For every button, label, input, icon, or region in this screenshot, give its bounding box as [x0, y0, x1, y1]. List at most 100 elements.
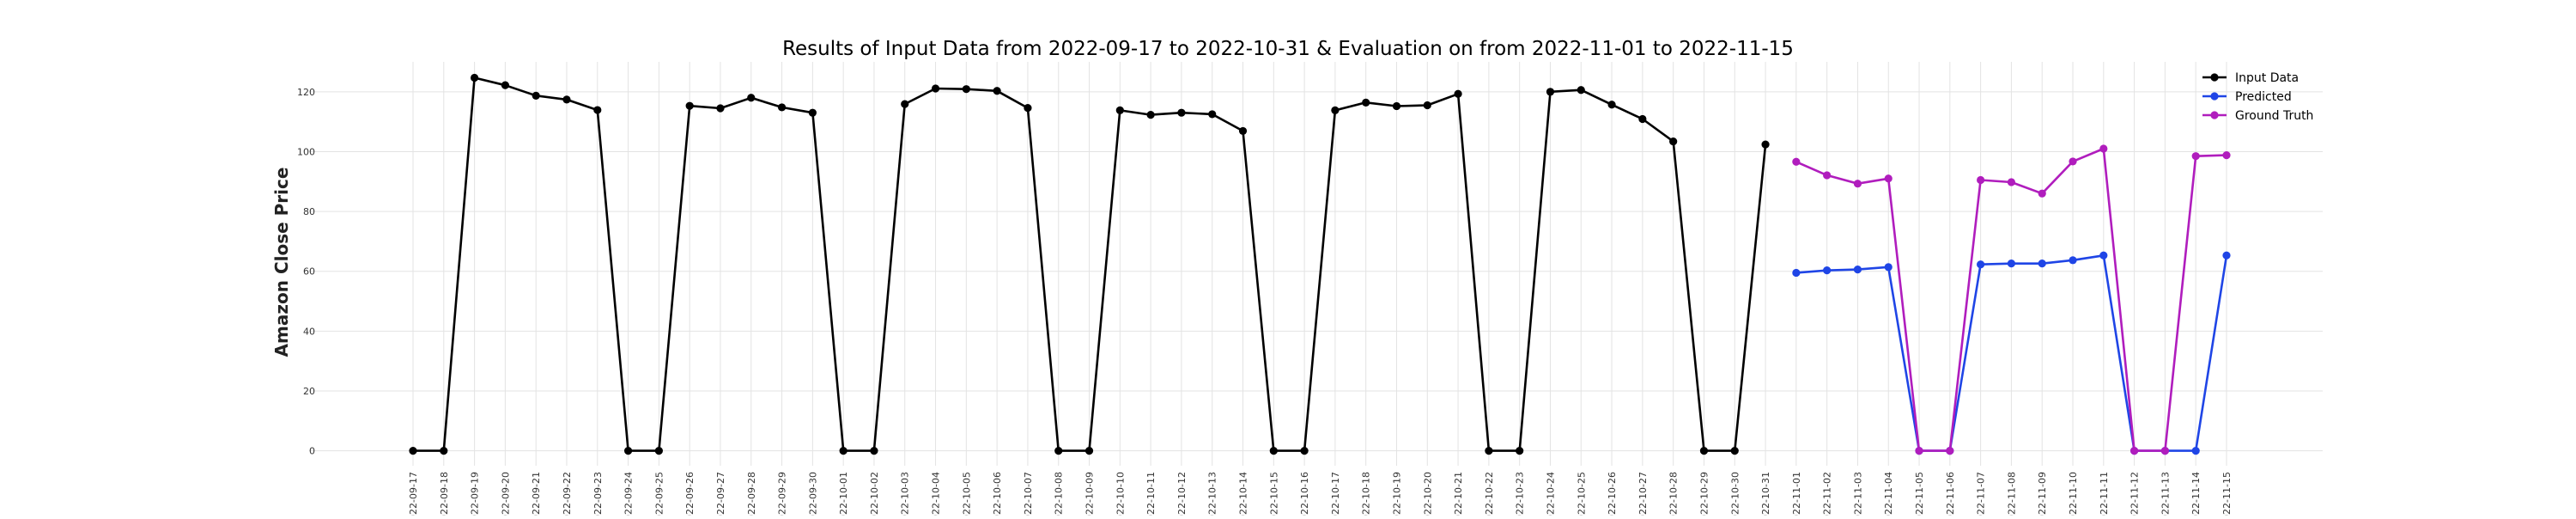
x-tick-label: 2022-09-27: [715, 472, 726, 516]
x-tick-label: 2022-10-31: [1760, 472, 1771, 516]
legend-label: Predicted: [2235, 90, 2292, 104]
x-tick-label: 2022-10-21: [1453, 472, 1464, 516]
data-point: [1362, 98, 1370, 107]
x-tick-label: 2022-09-18: [439, 472, 450, 516]
data-point: [1177, 108, 1186, 117]
data-point: [1853, 180, 1862, 188]
legend-marker: [2210, 92, 2219, 101]
data-point: [1792, 157, 1801, 166]
data-point: [2069, 256, 2077, 265]
x-tick-label: 2022-11-02: [1822, 472, 1833, 516]
data-point: [931, 84, 940, 93]
x-tick-label: 2022-09-30: [807, 472, 818, 516]
data-point: [716, 104, 725, 113]
y-tick-label: 0: [309, 446, 315, 457]
data-point: [409, 446, 417, 455]
data-point: [2007, 260, 2016, 268]
data-point: [1238, 126, 1248, 136]
data-point: [1054, 446, 1063, 455]
y-tick-label: 60: [303, 266, 315, 278]
data-point: [501, 81, 509, 89]
data-point: [2191, 152, 2200, 161]
x-tick-label: 2022-10-23: [1515, 472, 1526, 516]
x-tick-label: 2022-09-29: [777, 472, 788, 516]
x-tick-label: 2022-10-10: [1115, 472, 1126, 516]
data-point: [1208, 110, 1217, 119]
data-point: [2007, 178, 2016, 186]
data-point: [2191, 446, 2200, 455]
data-point: [2099, 251, 2108, 260]
data-point: [1823, 171, 1832, 180]
data-point: [777, 103, 787, 112]
x-tick-label: 2022-10-06: [992, 472, 1003, 516]
legend-item: Predicted: [2202, 90, 2292, 104]
data-point: [1577, 86, 1585, 95]
x-tick-label: 2022-10-13: [1207, 472, 1218, 516]
x-tick-label: 2022-10-12: [1176, 472, 1188, 516]
y-tick-label: 100: [297, 146, 315, 157]
data-point: [532, 91, 540, 100]
data-point: [1392, 101, 1401, 111]
x-tick-label: 2022-10-27: [1637, 472, 1649, 516]
x-tick-label: 2022-09-20: [500, 472, 511, 516]
series-ground-truth: [1792, 144, 2231, 455]
data-point: [808, 108, 817, 117]
data-point: [2130, 446, 2139, 455]
x-tick-label: 2022-10-16: [1299, 472, 1310, 516]
data-point: [1115, 106, 1124, 114]
x-tick-label: 2022-10-11: [1145, 472, 1157, 516]
data-point: [562, 95, 571, 104]
data-point: [470, 73, 479, 82]
data-point: [593, 106, 602, 114]
data-point: [1977, 175, 1985, 185]
data-point: [901, 100, 909, 108]
x-tick-label: 2022-11-13: [2160, 472, 2171, 516]
data-point: [962, 85, 970, 94]
data-point: [1423, 101, 1431, 110]
data-point: [2038, 260, 2046, 268]
data-point: [1485, 446, 1493, 455]
x-tick-label: 2022-10-04: [931, 472, 942, 516]
data-point: [993, 87, 1001, 95]
x-tick-label: 2022-10-30: [1729, 472, 1741, 516]
x-tick-label: 2022-10-02: [869, 472, 880, 516]
x-axis-ticks: 2022-09-17 2022-09-18 2022-09-19 2022-09-20…: [408, 472, 2233, 519]
series-input-data: [409, 73, 1770, 455]
x-tick-label: 2022-09-25: [653, 472, 665, 516]
y-tick-label: 120: [297, 87, 315, 98]
x-tick-label: 2022-10-14: [1238, 472, 1249, 516]
x-tick-label: 2022-10-05: [961, 472, 972, 516]
data-point: [1516, 446, 1524, 455]
data-point: [747, 94, 756, 102]
x-tick-label: 2022-11-06: [1945, 472, 1956, 516]
x-tick-label: 2022-09-17: [408, 472, 419, 516]
data-point: [2222, 151, 2231, 160]
x-tick-label: 2022-09-24: [623, 472, 635, 516]
legend-label: Ground Truth: [2235, 109, 2313, 123]
legend: Input Data Predicted Ground Truth: [2202, 71, 2313, 123]
legend-item: Input Data: [2202, 71, 2299, 85]
x-tick-label: 2022-11-01: [1791, 472, 1802, 516]
data-point: [1884, 263, 1893, 272]
data-point: [1084, 446, 1094, 455]
series-layer: [409, 73, 2231, 455]
x-tick-label: 2022-11-08: [2006, 472, 2017, 516]
legend-marker: [2210, 111, 2219, 119]
chart-title: Results of Input Data from 2022-09-17 to…: [782, 38, 1794, 60]
data-point: [1669, 137, 1678, 146]
data-point: [1607, 101, 1616, 109]
data-point: [1269, 446, 1278, 455]
x-tick-label: 2022-10-20: [1422, 472, 1433, 516]
legend-item: Ground Truth: [2202, 109, 2313, 123]
data-point: [2069, 157, 2077, 166]
x-tick-label: 2022-10-17: [1330, 472, 1341, 516]
x-tick-label: 2022-10-26: [1607, 472, 1618, 516]
x-tick-label: 2022-10-19: [1391, 472, 1402, 516]
data-point: [1977, 260, 1985, 269]
y-tick-label: 40: [303, 326, 315, 337]
data-point: [1853, 266, 1862, 274]
x-tick-label: 2022-11-12: [2129, 472, 2141, 516]
x-tick-label: 2022-10-07: [1023, 472, 1034, 516]
data-point: [1454, 89, 1462, 98]
